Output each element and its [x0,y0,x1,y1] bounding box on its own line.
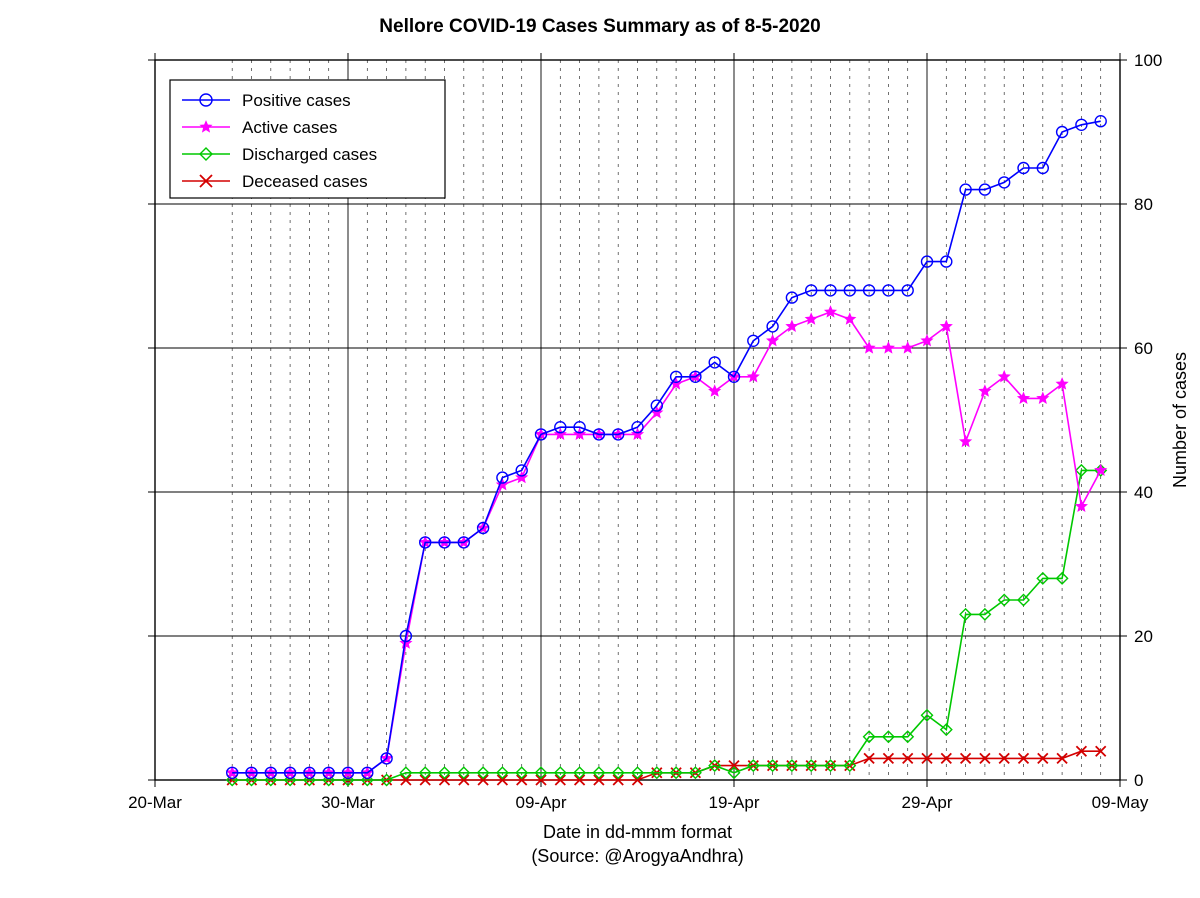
y-tick-label: 100 [1134,51,1162,70]
x-tick-label: 19-Apr [708,793,759,812]
y-tick-label: 20 [1134,627,1153,646]
y-tick-label: 60 [1134,339,1153,358]
x-tick-label: 20-Mar [128,793,182,812]
y-axis-label: Number of cases [1170,352,1190,488]
legend-label: Positive cases [242,91,351,110]
y-tick-label: 80 [1134,195,1153,214]
legend-label: Active cases [242,118,337,137]
y-tick-label: 40 [1134,483,1153,502]
x-tick-label: 30-Mar [321,793,375,812]
x-axis-source: (Source: @ArogyaAndhra) [531,846,743,866]
x-tick-label: 09-May [1092,793,1149,812]
x-axis-label: Date in dd-mmm format [543,822,732,842]
covid-line-chart: Nellore COVID-19 Cases Summary as of 8-5… [0,0,1200,898]
chart-title: Nellore COVID-19 Cases Summary as of 8-5… [379,16,820,37]
legend-label: Deceased cases [242,172,368,191]
x-tick-label: 09-Apr [515,793,566,812]
legend-label: Discharged cases [242,145,377,164]
x-tick-label: 29-Apr [901,793,952,812]
y-tick-label: 0 [1134,771,1143,790]
legend: Positive cases Active cases Discharged cas… [170,80,445,198]
